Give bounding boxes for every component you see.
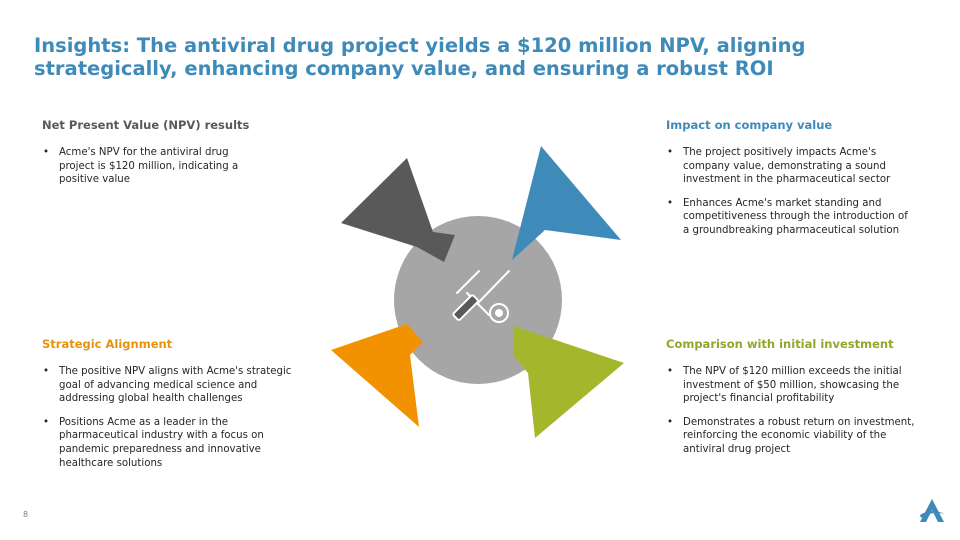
arrow-bottom-left bbox=[331, 324, 423, 427]
section-impact-company-value: Impact on company value The project posi… bbox=[666, 118, 911, 248]
bullet-item: Demonstrates a robust return on investme… bbox=[666, 416, 926, 457]
bullet-item: Acme's NPV for the antiviral drug projec… bbox=[42, 146, 257, 187]
tools-icon bbox=[452, 270, 510, 323]
bullet-list: The positive NPV aligns with Acme's stra… bbox=[42, 365, 310, 470]
section-npv-results: Net Present Value (NPV) results Acme's N… bbox=[42, 118, 257, 197]
company-logo-icon bbox=[920, 499, 945, 522]
center-graphic bbox=[331, 146, 624, 438]
section-heading: Strategic Alignment bbox=[42, 337, 173, 351]
bullet-item: The NPV of $120 million exceeds the init… bbox=[666, 365, 926, 406]
section-heading: Comparison with initial investment bbox=[666, 337, 894, 351]
bullet-item: The project positively impacts Acme's co… bbox=[666, 146, 911, 187]
section-heading: Impact on company value bbox=[666, 118, 833, 132]
section-strategic-alignment: Strategic Alignment The positive NPV ali… bbox=[42, 337, 310, 480]
page-title: Insights: The antiviral drug project yie… bbox=[34, 34, 806, 80]
arrow-top-right bbox=[512, 146, 621, 260]
page-number: 8 bbox=[23, 510, 29, 519]
bullet-item: Positions Acme as a leader in the pharma… bbox=[42, 416, 310, 470]
bullet-list: The NPV of $120 million exceeds the init… bbox=[666, 365, 926, 457]
section-comparison-initial-investment: Comparison with initial investment The N… bbox=[666, 337, 926, 467]
bullet-list: The project positively impacts Acme's co… bbox=[666, 146, 911, 238]
arrow-bottom-right bbox=[513, 326, 624, 438]
bullet-list: Acme's NPV for the antiviral drug projec… bbox=[42, 146, 257, 187]
bullet-item: The positive NPV aligns with Acme's stra… bbox=[42, 365, 310, 406]
section-heading: Net Present Value (NPV) results bbox=[42, 118, 250, 132]
bullet-item: Enhances Acme's market standing and comp… bbox=[666, 197, 911, 238]
arrow-top-left bbox=[341, 158, 455, 262]
